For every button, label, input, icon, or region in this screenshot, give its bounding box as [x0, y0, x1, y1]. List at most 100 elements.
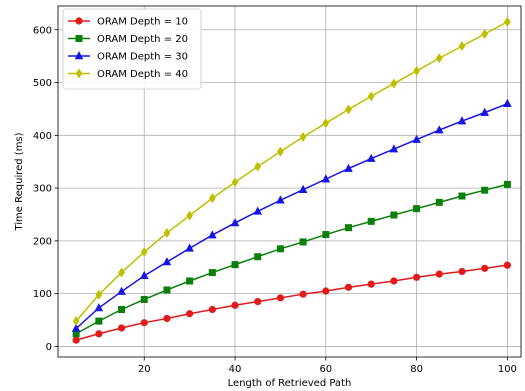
- data-point: [504, 16, 511, 27]
- series-2: [72, 180, 511, 338]
- x-tick-label: 20: [138, 364, 151, 375]
- x-tick-label: 80: [410, 364, 423, 375]
- data-point: [276, 195, 285, 204]
- data-point: [185, 243, 194, 252]
- data-point: [71, 323, 81, 332]
- data-point: [253, 206, 263, 215]
- data-point: [367, 280, 375, 288]
- data-point: [276, 245, 284, 253]
- data-point: [254, 297, 262, 306]
- data-point: [503, 180, 511, 188]
- data-point: [95, 289, 103, 300]
- data-point: [322, 231, 330, 239]
- legend-entry: ORAM Depth = 10: [68, 17, 188, 28]
- y-tick-label: 400: [33, 131, 52, 142]
- data-point: [163, 286, 171, 294]
- y-tick-label: 0: [46, 342, 52, 353]
- y-tick-label: 100: [33, 289, 52, 300]
- data-point: [208, 269, 216, 277]
- data-point: [435, 198, 443, 206]
- data-point: [367, 217, 375, 225]
- data-point: [231, 177, 239, 188]
- data-point: [298, 184, 308, 193]
- data-point: [118, 305, 126, 313]
- series-1: [72, 261, 511, 344]
- data-point: [162, 257, 172, 266]
- data-point: [72, 336, 80, 344]
- data-point: [208, 193, 216, 204]
- legend-marker: [75, 68, 83, 79]
- series-line: [75, 183, 508, 335]
- data-point: [458, 267, 466, 276]
- x-tick-label: 60: [319, 364, 332, 375]
- x-tick-label: 40: [229, 364, 242, 375]
- data-point: [321, 174, 331, 183]
- data-point: [435, 270, 443, 278]
- data-point: [457, 116, 467, 125]
- data-point: [389, 144, 399, 153]
- data-point: [390, 211, 398, 219]
- data-point: [367, 91, 375, 102]
- data-point: [434, 125, 444, 134]
- data-point: [481, 186, 489, 194]
- data-point: [230, 218, 240, 227]
- legend-entry: ORAM Depth = 30: [68, 51, 188, 63]
- data-point: [117, 286, 126, 295]
- data-point: [186, 310, 194, 318]
- legend-box: [62, 8, 202, 90]
- y-tick-label: 200: [33, 236, 52, 247]
- data-point: [435, 53, 443, 64]
- data-point: [322, 287, 330, 295]
- data-point: [186, 277, 194, 285]
- data-point: [412, 273, 421, 281]
- data-point: [140, 319, 148, 327]
- legend-label: ORAM Depth = 40: [97, 69, 188, 80]
- series-line: [75, 21, 508, 322]
- data-point: [345, 224, 353, 232]
- data-point: [254, 253, 262, 261]
- series-3: [71, 98, 512, 332]
- data-point: [231, 301, 239, 309]
- legend-label: ORAM Depth = 10: [97, 17, 188, 28]
- data-point: [163, 228, 171, 238]
- data-point: [94, 303, 104, 312]
- series-layer: [71, 16, 512, 344]
- plot-frame: [57, 5, 522, 358]
- y-axis-label: Time Required (ms): [14, 132, 25, 231]
- data-point: [503, 98, 512, 107]
- data-point: [390, 78, 398, 89]
- data-point: [481, 264, 489, 272]
- data-point: [276, 294, 285, 302]
- data-point: [186, 210, 194, 221]
- data-point: [366, 153, 376, 162]
- legend-label: ORAM Depth = 30: [97, 52, 188, 63]
- legend: ORAM Depth = 10 ORAM Depth = 20 ORAM Depth…: [62, 8, 202, 90]
- legend-marker: [74, 51, 84, 60]
- legend-label: ORAM Depth = 20: [97, 34, 188, 45]
- data-point: [140, 295, 148, 303]
- data-point: [344, 283, 353, 291]
- data-point: [345, 104, 352, 115]
- series-line: [75, 264, 508, 341]
- data-point: [344, 163, 353, 172]
- data-point: [413, 65, 420, 76]
- data-point: [118, 267, 125, 278]
- y-tick-label: 300: [33, 184, 52, 195]
- data-point: [503, 261, 511, 269]
- data-point: [95, 330, 103, 338]
- data-point: [254, 161, 262, 172]
- data-point: [117, 324, 126, 332]
- axes: 20 40 60 80 100 0 100 200 300 400 500 600: [33, 5, 522, 375]
- data-point: [458, 41, 466, 52]
- data-point: [208, 230, 217, 239]
- data-point: [231, 261, 239, 269]
- data-point: [390, 277, 398, 285]
- data-point: [163, 314, 171, 323]
- legend-marker: [75, 34, 83, 42]
- data-point: [277, 146, 284, 157]
- series-line: [75, 102, 508, 330]
- data-point: [208, 305, 216, 314]
- data-point: [412, 134, 421, 143]
- data-point: [95, 317, 103, 325]
- data-point: [140, 247, 148, 257]
